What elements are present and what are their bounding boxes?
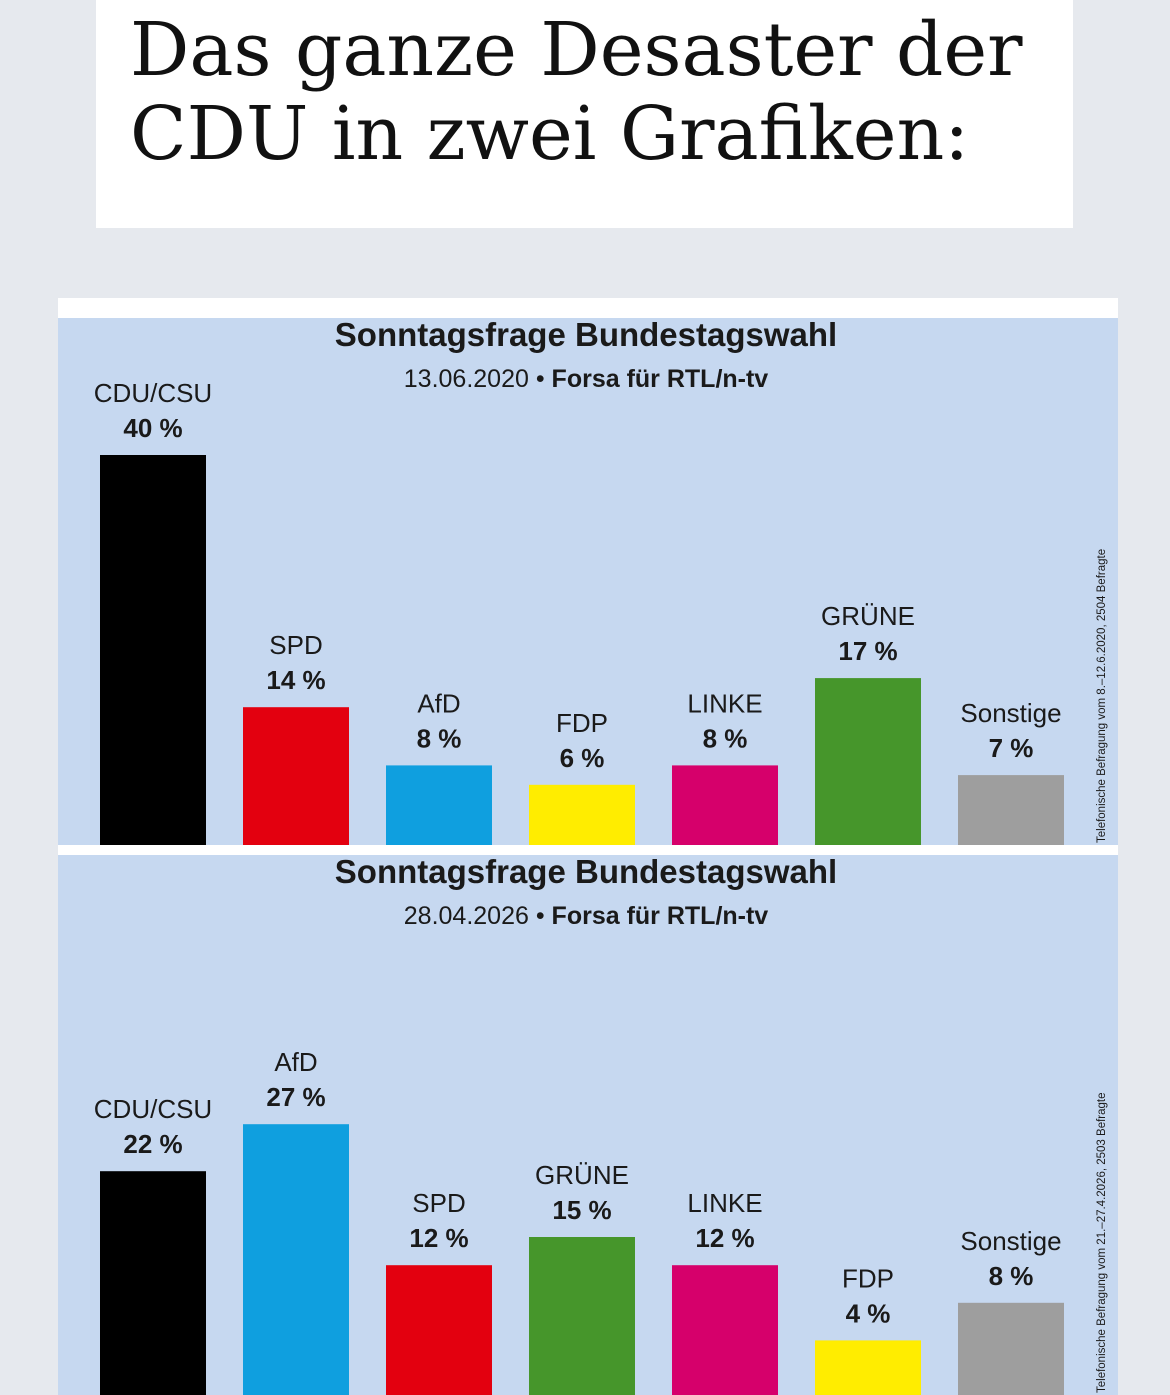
bar-category-label-afd: AfD — [417, 688, 460, 718]
bar-cdu-csu — [100, 1171, 206, 1395]
bar-value-label-afd: 27 % — [266, 1082, 325, 1112]
bar-value-label-linke: 12 % — [695, 1223, 754, 1253]
chart-title: Sonntagsfrage Bundestagswahl — [335, 855, 837, 890]
bar-value-label-spd: 14 % — [266, 665, 325, 695]
headline: Das ganze Desaster der CDU in zwei Grafi… — [130, 7, 1023, 177]
bar-value-label-linke: 8 % — [703, 723, 748, 753]
bar-category-label-linke: LINKE — [687, 688, 762, 718]
bar-spd — [386, 1265, 492, 1395]
bar-category-label-spd: SPD — [412, 1188, 465, 1218]
bar-category-label-spd: SPD — [269, 630, 322, 660]
chart-subtitle-date: 13.06.2020 — [404, 365, 529, 393]
bar-fdp — [815, 1340, 921, 1395]
bar-value-label-gruene: 15 % — [552, 1195, 611, 1225]
bar-category-label-sonstige: Sonstige — [960, 1226, 1061, 1256]
bar-category-label-fdp: FDP — [842, 1263, 894, 1293]
bar-category-label-gruene: GRÜNE — [821, 601, 915, 631]
chart-title: Sonntagsfrage Bundestagswahl — [335, 318, 837, 353]
bar-category-label-cdu-csu: CDU/CSU — [94, 1094, 212, 1124]
bar-afd — [243, 1124, 349, 1395]
bar-linke — [672, 1265, 778, 1395]
bar-value-label-fdp: 4 % — [846, 1298, 891, 1328]
bar-linke — [672, 765, 778, 845]
bar-category-label-afd: AfD — [274, 1047, 317, 1077]
poll-chart-2020: Sonntagsfrage Bundestagswahl 13.06.2020 •… — [58, 318, 1118, 845]
bar-sonstige — [958, 775, 1064, 845]
bar-value-label-afd: 8 % — [417, 723, 462, 753]
bar-sonstige — [958, 1302, 1064, 1395]
chart-background — [58, 318, 1118, 845]
chart-subtitle-source: Forsa für RTL/n-tv — [552, 902, 769, 930]
bar-fdp — [529, 784, 635, 845]
bar-category-label-sonstige: Sonstige — [960, 698, 1061, 728]
chart-side-note: Telefonische Befragung vom 8.–12.6.2020,… — [1096, 549, 1108, 843]
bar-afd — [386, 765, 492, 845]
bar-value-label-spd: 12 % — [409, 1223, 468, 1253]
chart-subtitle-source: Forsa für RTL/n-tv — [552, 365, 769, 393]
headline-box: Das ganze Desaster der CDU in zwei Grafi… — [96, 0, 1073, 228]
chart-subtitle-date: 28.04.2026 — [404, 902, 529, 930]
chart-subtitle-separator: • — [529, 902, 552, 930]
bar-value-label-cdu-csu: 22 % — [123, 1129, 182, 1159]
bar-category-label-gruene: GRÜNE — [535, 1160, 629, 1190]
chart-side-note: Telefonische Befragung vom 21.–27.4.2026… — [1096, 1093, 1108, 1394]
bar-category-label-cdu-csu: CDU/CSU — [94, 378, 212, 408]
chart-subtitle: 13.06.2020 • Forsa für RTL/n-tv — [404, 365, 769, 393]
bar-cdu-csu — [100, 455, 206, 845]
bar-category-label-linke: LINKE — [687, 1188, 762, 1218]
bar-category-label-fdp: FDP — [556, 708, 608, 738]
bar-value-label-gruene: 17 % — [838, 636, 897, 666]
chart-subtitle: 28.04.2026 • Forsa für RTL/n-tv — [404, 902, 769, 930]
bar-value-label-fdp: 6 % — [560, 743, 605, 773]
bar-gruene — [529, 1237, 635, 1395]
bar-gruene — [815, 678, 921, 845]
poll-chart-2026: Sonntagsfrage Bundestagswahl 28.04.2026 •… — [58, 855, 1118, 1395]
chart-svg: Sonntagsfrage Bundestagswahl 13.06.2020 •… — [58, 318, 1118, 845]
bar-value-label-sonstige: 8 % — [989, 1261, 1034, 1291]
bar-spd — [243, 707, 349, 845]
chart-subtitle-separator: • — [529, 365, 552, 393]
bar-value-label-cdu-csu: 40 % — [123, 413, 182, 443]
chart-svg: Sonntagsfrage Bundestagswahl 28.04.2026 •… — [58, 855, 1118, 1395]
bar-value-label-sonstige: 7 % — [989, 733, 1034, 763]
